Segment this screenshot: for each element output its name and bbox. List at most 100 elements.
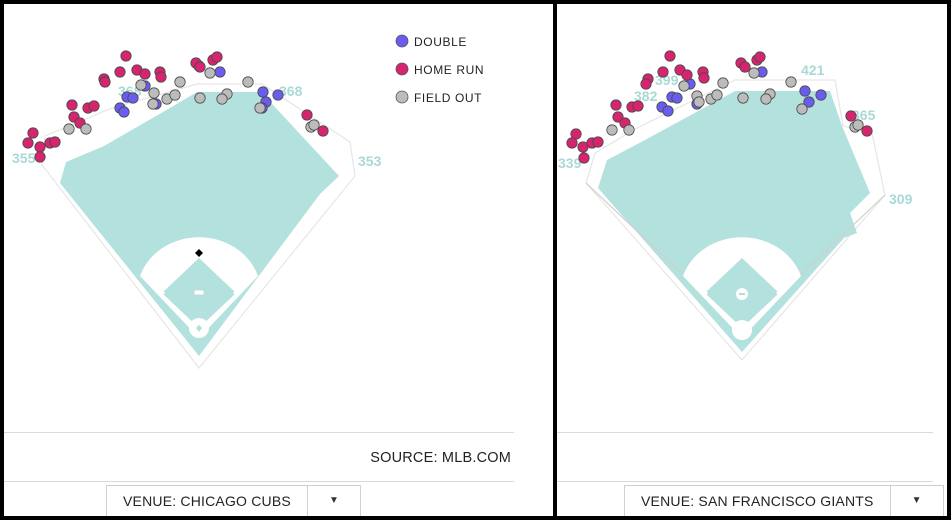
legend-swatch-home-run	[395, 62, 409, 76]
hit-marker-field-out[interactable]	[147, 98, 159, 110]
hit-marker-double[interactable]	[671, 92, 683, 104]
third-base	[702, 290, 708, 296]
hit-marker-field-out[interactable]	[737, 92, 749, 104]
hit-marker-home-run[interactable]	[664, 50, 676, 62]
hit-marker-field-out[interactable]	[623, 124, 635, 136]
distance-label: 382	[634, 88, 658, 104]
hit-marker-home-run[interactable]	[211, 51, 223, 63]
hit-marker-field-out[interactable]	[194, 92, 206, 104]
hit-marker-field-out[interactable]	[796, 103, 808, 115]
hit-marker-field-out[interactable]	[606, 124, 618, 136]
legend-label-home-run: HOME RUN	[414, 63, 484, 77]
caret-down-icon[interactable]: ▼	[329, 495, 339, 506]
hit-marker-home-run[interactable]	[681, 69, 693, 81]
hit-marker-double[interactable]	[257, 86, 269, 98]
field-san-francisco	[585, 79, 886, 361]
venue-select-value: VENUE: CHICAGO CUBS	[107, 486, 308, 516]
legend-swatch-double	[395, 34, 409, 48]
hit-marker-field-out[interactable]	[748, 67, 760, 79]
hit-marker-home-run[interactable]	[194, 61, 206, 73]
first-base	[776, 290, 782, 296]
divider	[4, 481, 514, 482]
hit-marker-field-out[interactable]	[63, 123, 75, 135]
hit-marker-double[interactable]	[799, 85, 811, 97]
venue-select-left[interactable]: VENUE: CHICAGO CUBS ▼	[106, 485, 361, 516]
hit-marker-field-out[interactable]	[169, 89, 181, 101]
hit-marker-field-out[interactable]	[760, 93, 772, 105]
hit-marker-field-out[interactable]	[242, 76, 254, 88]
hit-marker-home-run[interactable]	[592, 136, 604, 148]
hit-marker-double[interactable]	[815, 89, 827, 101]
hit-marker-field-out[interactable]	[216, 93, 228, 105]
hit-marker-home-run[interactable]	[66, 99, 78, 111]
left-chart-panel: SOURCE: MLB.COM VENUE: CHICAGO CUBS ▼	[4, 4, 553, 516]
first-base	[233, 290, 239, 296]
distance-label: 368	[279, 83, 303, 99]
hit-marker-field-out[interactable]	[80, 123, 92, 135]
distance-label: 309	[889, 191, 913, 207]
hit-marker-home-run[interactable]	[34, 141, 46, 153]
distance-label: 355	[12, 150, 36, 166]
hit-marker-home-run[interactable]	[114, 66, 126, 78]
hit-marker-home-run[interactable]	[845, 110, 857, 122]
hit-marker-home-run[interactable]	[610, 99, 622, 111]
hit-marker-field-out[interactable]	[174, 76, 186, 88]
hit-marker-home-run[interactable]	[34, 151, 46, 163]
hit-marker-field-out[interactable]	[717, 77, 729, 89]
hit-marker-field-out[interactable]	[785, 76, 797, 88]
legend-label-field-out: FIELD OUT	[414, 91, 482, 105]
hit-marker-home-run[interactable]	[27, 127, 39, 139]
legend-swatch-field-out	[395, 90, 409, 104]
hit-marker-double[interactable]	[662, 105, 674, 117]
divider	[557, 432, 933, 433]
hit-marker-home-run[interactable]	[317, 125, 329, 137]
outfield-grass	[60, 92, 339, 356]
pitchers-mound	[193, 289, 205, 296]
distance-label: 353	[358, 153, 382, 169]
hit-marker-field-out[interactable]	[711, 89, 723, 101]
home-plate	[196, 325, 202, 332]
hit-marker-home-run[interactable]	[22, 137, 34, 149]
hit-marker-home-run[interactable]	[657, 66, 669, 78]
hit-marker-double[interactable]	[803, 96, 815, 108]
hit-marker-home-run[interactable]	[739, 61, 751, 73]
hit-marker-home-run[interactable]	[698, 72, 710, 84]
divider	[557, 481, 933, 482]
hit-marker-field-out[interactable]	[254, 102, 266, 114]
venue-select-right[interactable]: VENUE: SAN FRANCISCO GIANTS ▼	[624, 485, 944, 516]
second-base	[739, 250, 745, 256]
caret-down-icon[interactable]: ▼	[911, 495, 922, 506]
hit-marker-home-run[interactable]	[99, 76, 111, 88]
home-plate-area	[732, 320, 752, 340]
hit-marker-field-out[interactable]	[852, 119, 864, 131]
hit-marker-double[interactable]	[127, 92, 139, 104]
hit-marker-field-out[interactable]	[678, 80, 690, 92]
distance-label: 421	[801, 62, 825, 78]
hit-marker-home-run[interactable]	[301, 109, 313, 121]
hit-marker-field-out[interactable]	[148, 87, 160, 99]
hit-marker-home-run[interactable]	[861, 125, 873, 137]
hit-marker-field-out[interactable]	[693, 96, 705, 108]
hit-marker-home-run[interactable]	[155, 71, 167, 83]
hit-marker-double[interactable]	[272, 89, 284, 101]
hit-marker-field-out[interactable]	[135, 79, 147, 91]
hit-marker-home-run[interactable]	[49, 136, 61, 148]
hit-marker-double[interactable]	[214, 66, 226, 78]
hit-marker-home-run[interactable]	[578, 152, 590, 164]
hit-marker-field-out[interactable]	[204, 67, 216, 79]
legend-label-double: DOUBLE	[414, 35, 467, 49]
hit-marker-home-run[interactable]	[754, 51, 766, 63]
venue-select-value: VENUE: SAN FRANCISCO GIANTS	[625, 486, 891, 516]
hit-marker-double[interactable]	[118, 106, 130, 118]
hit-marker-field-out[interactable]	[308, 119, 320, 131]
outfield-grass	[598, 91, 870, 352]
divider	[4, 432, 514, 433]
hit-marker-home-run[interactable]	[632, 100, 644, 112]
hit-marker-home-run[interactable]	[139, 68, 151, 80]
distance-label: 365	[852, 107, 876, 123]
hit-marker-home-run[interactable]	[640, 78, 652, 90]
hit-marker-home-run[interactable]	[566, 137, 578, 149]
hit-marker-home-run[interactable]	[88, 100, 100, 112]
hit-marker-home-run[interactable]	[120, 50, 132, 62]
